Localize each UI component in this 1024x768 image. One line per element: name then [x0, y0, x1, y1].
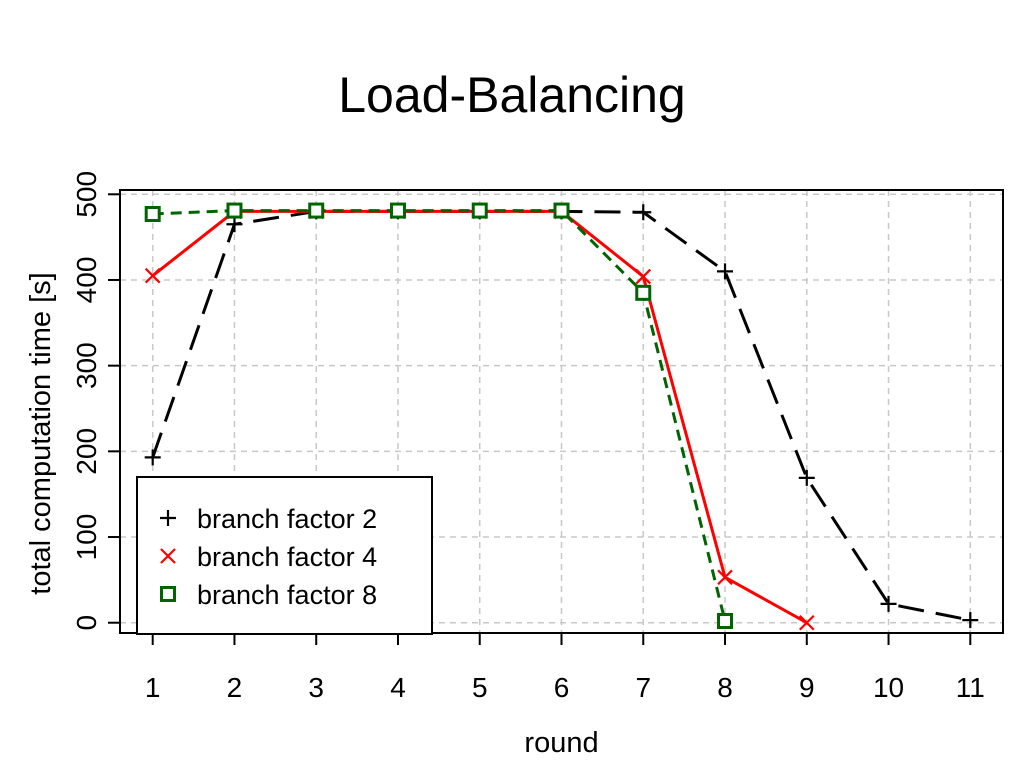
- data-point-series-1: [880, 595, 897, 612]
- legend-marker-1: [160, 510, 176, 526]
- data-point-series-1: [962, 612, 979, 629]
- y-tick-label: 500: [71, 171, 102, 218]
- x-tick-label: 1: [145, 672, 161, 703]
- data-point-series-1: [798, 469, 815, 486]
- y-tick-label: 200: [71, 428, 102, 475]
- grid-lines: [120, 190, 1003, 633]
- legend-label-1: branch factor 2: [197, 504, 377, 534]
- x-tick-label: 6: [554, 672, 570, 703]
- data-point-series-2: [799, 614, 815, 631]
- data-point-series-3: [308, 202, 325, 219]
- x-tick-label: 8: [717, 672, 733, 703]
- series-markers: [144, 202, 979, 631]
- y-tick-label: 100: [71, 514, 102, 561]
- data-point-series-3: [635, 284, 652, 301]
- x-tick-label: 10: [873, 672, 904, 703]
- y-tick-label: 0: [71, 615, 102, 631]
- y-tick-label: 300: [71, 342, 102, 389]
- x-tick-label: 2: [227, 672, 243, 703]
- data-point-series-3: [389, 202, 406, 219]
- data-point-series-2: [635, 268, 652, 285]
- data-point-series-1: [144, 449, 161, 466]
- legend-label-2: branch factor 4: [197, 542, 377, 572]
- data-point-series-3: [471, 202, 488, 219]
- x-tick-label: 3: [308, 672, 324, 703]
- x-tick-label: 11: [956, 672, 985, 703]
- data-point-series-3: [144, 205, 161, 222]
- y-axis-title: total computation time [s]: [25, 272, 57, 594]
- x-tick-label: 5: [472, 672, 488, 703]
- data-point-series-3: [553, 202, 570, 219]
- data-point-series-1: [635, 204, 652, 221]
- data-point-series-1: [226, 216, 243, 233]
- data-point-series-2: [717, 569, 733, 586]
- legend-marker-2: [160, 548, 176, 564]
- data-point-series-3: [226, 202, 243, 219]
- x-tick-label: 4: [390, 672, 406, 703]
- data-point-series-2: [144, 267, 161, 284]
- series-line-3: [152, 209, 727, 622]
- x-axis: 1 2 3 4 5 6 7 8 9 10 11: [145, 633, 985, 703]
- x-axis-title: round: [524, 727, 598, 759]
- legend: branch factor 2 branch factor 4 branch fac…: [136, 476, 433, 635]
- x-tick-label: 7: [635, 672, 651, 703]
- y-axis: 0 100 200 300 400 500: [71, 171, 120, 631]
- data-point-series-1: [717, 263, 734, 280]
- legend-marker-3: [160, 586, 176, 602]
- legend-label-3: branch factor 8: [197, 580, 377, 610]
- data-point-series-3: [717, 613, 734, 630]
- y-tick-label: 400: [71, 257, 102, 304]
- x-tick-label: 9: [799, 672, 815, 703]
- legend-box: [136, 476, 433, 635]
- slide-title: Load-Balancing: [338, 67, 686, 123]
